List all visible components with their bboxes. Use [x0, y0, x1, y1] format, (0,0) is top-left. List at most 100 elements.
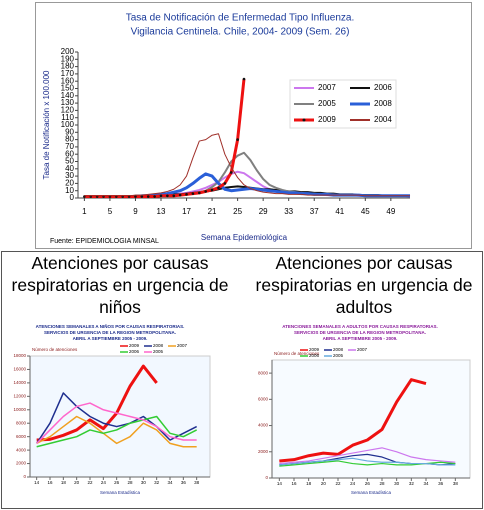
point	[198, 191, 201, 195]
chart-title: ATENCIONES SEMANALES A NIÑOS POR CAUSAS …	[36, 323, 185, 329]
y-tick-label: 10000	[13, 407, 26, 412]
x-tick-label: 24	[350, 481, 356, 486]
legend-label: 2009	[309, 347, 320, 352]
series-line	[36, 415, 197, 448]
y-tick-label: 4000	[258, 423, 269, 428]
x-tick-label: 14	[277, 481, 283, 486]
chart-title: ABRIL A SEPTIEMBRE 2005 - 2009.	[323, 336, 398, 341]
plot-area	[271, 359, 471, 479]
legend-label: 2006	[374, 83, 392, 92]
x-tick-label: 37	[310, 207, 319, 216]
y-tick-label: 200	[61, 47, 75, 56]
chart-title: Vigilancia Centinela. Chile, 2004- 2009 …	[131, 27, 350, 38]
x-tick-label: 13	[157, 207, 166, 216]
x-tick-label: 14	[34, 480, 40, 485]
heading: Atenciones por causas respiratorias en u…	[11, 253, 229, 317]
series-line	[36, 392, 198, 444]
x-tick-label: 38	[194, 480, 200, 485]
x-tick-label: 1	[82, 207, 87, 216]
point	[172, 194, 176, 198]
y-tick-label: 18000	[13, 353, 26, 358]
y-tick-label: 150	[61, 84, 75, 93]
y-tick-label: 0	[265, 475, 268, 480]
y-tick-label: 190	[61, 54, 75, 63]
point	[185, 193, 188, 196]
chart-title: SERVICIOS DE URGENCIA DE LA REGION METRO…	[294, 330, 426, 335]
point	[236, 138, 239, 141]
series-line	[84, 133, 410, 197]
x-tick-label: 34	[167, 480, 173, 485]
series-line	[36, 364, 158, 442]
y-tick-label: 8000	[258, 370, 269, 375]
x-tick-label: 20	[321, 481, 327, 486]
point	[204, 190, 207, 193]
x-tick-label: 28	[379, 481, 385, 486]
point	[146, 195, 150, 198]
y-tick-label: 90	[65, 127, 74, 136]
source-note: Fuente: EPIDEMIOLOGIA MINSAL	[50, 238, 159, 245]
legend-label: 2008	[153, 343, 164, 348]
y-tick-label: 14000	[13, 380, 26, 385]
point	[242, 77, 246, 81]
x-tick-label: 18	[306, 481, 312, 486]
x-tick-label: 33	[284, 207, 293, 216]
x-tick-label: 18	[61, 480, 67, 485]
y-tick-label: 70	[65, 142, 74, 151]
chart-title: Tasa de Notificación de Enfermedad Tipo …	[126, 13, 354, 24]
y-tick-label: 170	[61, 69, 75, 78]
x-tick-label: 26	[365, 481, 371, 486]
point	[159, 194, 163, 198]
y-tick-label: 80	[65, 135, 74, 144]
y-tick-label: 140	[61, 91, 75, 100]
x-tick-label: 38	[453, 481, 459, 486]
x-tick-label: 22	[335, 481, 341, 486]
y-tick-label: 10	[65, 186, 74, 195]
series-line	[279, 457, 456, 466]
x-tick-label: 24	[101, 480, 107, 485]
x-tick-label: 36	[181, 480, 187, 485]
y-tick-label: 110	[61, 113, 74, 122]
legend-label: 2006	[129, 349, 140, 354]
y-tick-label: 2000	[16, 461, 27, 466]
x-axis-label: Semana Epidemiológica	[201, 233, 288, 242]
y-tick-label: 160	[61, 76, 75, 85]
legend-label: 2005	[153, 349, 164, 354]
y-tick-label: 16000	[13, 367, 26, 372]
legend-label: 2009	[318, 115, 336, 124]
y-tick-label: 0	[23, 474, 26, 479]
x-tick-label: 45	[361, 207, 370, 216]
plot-area	[29, 355, 211, 478]
x-axis-label: Semana Estadística	[100, 490, 141, 495]
x-tick-label: 26	[114, 480, 120, 485]
point	[223, 182, 227, 185]
x-tick-label: 25	[233, 207, 242, 216]
chart-title: SERVICIOS DE URGENCIA DE LA REGION METRO…	[44, 330, 176, 335]
x-tick-label: 34	[423, 481, 429, 486]
y-tick-label: 50	[65, 157, 74, 166]
y-tick-label: 180	[61, 62, 75, 71]
legend-label: 2008	[374, 99, 392, 108]
point	[166, 194, 169, 198]
x-tick-label: 32	[154, 480, 160, 485]
point	[229, 171, 233, 174]
x-tick-label: 17	[182, 207, 191, 216]
y-tick-label: 6000	[258, 397, 269, 402]
x-tick-label: 16	[291, 481, 297, 486]
point	[140, 195, 144, 198]
heading: Atenciones por causas respiratorias en u…	[255, 253, 473, 317]
legend-label: 2004	[374, 115, 392, 124]
point	[134, 195, 137, 198]
x-tick-label: 5	[108, 207, 113, 216]
x-tick-label: 16	[47, 480, 53, 485]
series-line	[36, 415, 198, 448]
y-tick-label: 130	[61, 98, 75, 107]
x-tick-label: 20	[74, 480, 80, 485]
y-tick-label: 0	[70, 193, 75, 202]
legend-label: 2007	[318, 83, 336, 92]
x-tick-label: 36	[438, 481, 444, 486]
chart-title: ATENCIONES SEMANALES A ADULTOS POR CAUSA…	[282, 324, 438, 329]
y-tick-label: 60	[65, 149, 74, 158]
chart-title: ABRIL A SEPTIEMBRE 2005 - 2009.	[73, 336, 148, 341]
